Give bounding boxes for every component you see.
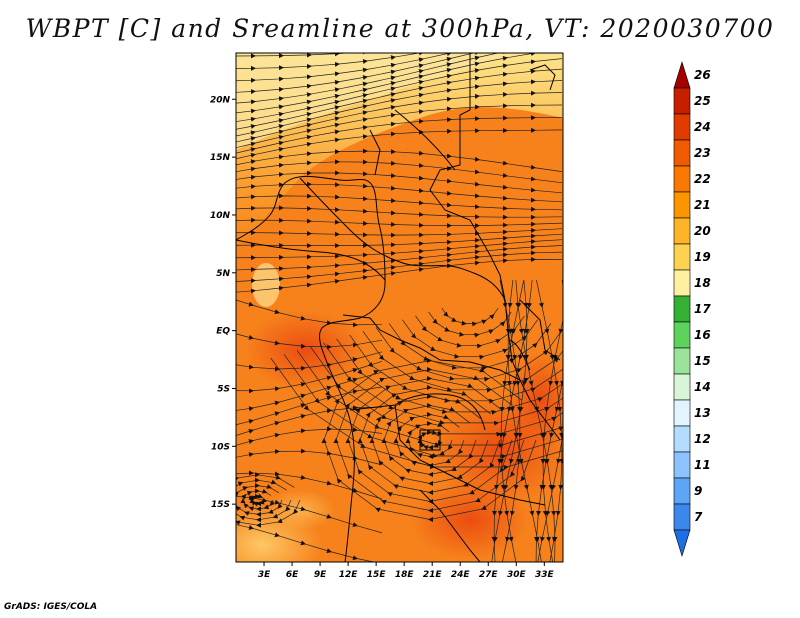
colorbar-swatch: [673, 113, 691, 141]
lon-tick-label: 9E: [314, 570, 327, 580]
colorbar-label: 26: [694, 68, 711, 82]
colorbar-swatch: [673, 425, 691, 453]
border-east: [519, 299, 561, 361]
colorbar-swatch: [673, 295, 691, 323]
wbpt-shading-cool-southwest-2: [265, 490, 335, 530]
colorbar-label: 19: [694, 250, 711, 264]
west-coastline: [236, 175, 386, 562]
streamline: [236, 217, 563, 229]
lat-tick-label: EQ: [216, 327, 230, 337]
lon-tick-label: 3E: [258, 570, 271, 580]
border-north-2: [394, 109, 456, 171]
colorbar-label: 25: [694, 94, 711, 108]
lon-tick-label: 24E: [451, 570, 471, 580]
lon-tick-label: 18E: [395, 570, 415, 580]
plot-frame: [235, 52, 564, 563]
map-plot-area: [236, 53, 563, 562]
colorbar-swatch: [673, 269, 691, 297]
border-north: [369, 129, 381, 176]
colorbar-label: 18: [694, 276, 711, 290]
chart-title: WBPT [C] and Sreamline at 300hPa, VT: 20…: [25, 14, 775, 43]
coastlines-and-borders: [236, 53, 561, 562]
lon-tick-label: 12E: [339, 570, 359, 580]
colorbar-swatch: [673, 373, 691, 401]
colorbar-label: 16: [694, 328, 711, 342]
lon-tick-label: 27E: [479, 570, 499, 580]
lat-tick-label: 15N: [210, 153, 231, 163]
grads-credit: GrADS: IGES/COLA: [4, 602, 98, 612]
latitude-axis: 20N 15N 10N 5N EQ 5S 10S 15S: [210, 95, 236, 510]
colorbar-swatch: [673, 191, 691, 219]
colorbar-label: 15: [694, 354, 711, 368]
colorbar-label: 22: [694, 172, 711, 186]
lon-tick-label: 33E: [535, 570, 555, 580]
lake-outline: [419, 429, 441, 451]
colorbar-label: 14: [694, 380, 711, 394]
colorbar-label: 12: [694, 432, 711, 446]
streamline: [236, 53, 536, 59]
border-sahel: [299, 177, 506, 301]
colorbar-label: 11: [694, 458, 711, 472]
coast-east-lake: [509, 339, 531, 371]
border-south-central: [349, 404, 546, 506]
streamline: [236, 333, 383, 350]
streamlines: [236, 53, 563, 562]
colorbar-label: 13: [694, 406, 711, 420]
colorbar-bottom-triangle: [673, 529, 691, 558]
lat-tick-label: 5S: [217, 384, 230, 394]
colorbar-label: 20: [694, 224, 711, 238]
lat-tick-label: 20N: [210, 95, 231, 105]
colorbar-swatch: [673, 139, 691, 167]
lat-tick-label: 10N: [210, 211, 231, 221]
border-northeast: [529, 64, 556, 91]
colorbar-label: 7: [694, 510, 703, 524]
colorbar-swatch: [673, 347, 691, 375]
colorbar-label: 24: [694, 120, 711, 134]
border-west-africa: [236, 239, 386, 281]
lon-tick-label: 30E: [507, 570, 527, 580]
colorbar-swatch: [673, 503, 691, 531]
border-lakes: [394, 393, 486, 431]
border-central: [342, 314, 521, 381]
lon-tick-label: 21E: [423, 570, 443, 580]
streamline: [236, 448, 383, 466]
lat-tick-label: 10S: [211, 442, 230, 452]
lat-tick-label: 15S: [211, 500, 230, 510]
lat-tick-label: 5N: [216, 269, 230, 279]
streamline: [236, 472, 301, 528]
colorbar: 26 25 24 23 22 21 20 19 18 17 16 15 14 13 12 11 9 7: [673, 60, 711, 558]
colorbar-swatch: [673, 217, 691, 245]
longitude-axis: 3E 6E 9E 12E 15E 18E 21E 24E 27E 30E 33E: [258, 562, 555, 580]
colorbar-label: 21: [694, 198, 711, 212]
colorbar-swatch: [673, 321, 691, 349]
colorbar-swatch: [673, 165, 691, 193]
colorbar-label: 17: [694, 302, 711, 316]
colorbar-swatch: [673, 87, 691, 115]
streamline: [236, 524, 376, 562]
colorbar-label: 23: [694, 146, 711, 160]
wbpt-shading-warm-west: [245, 310, 365, 390]
colorbar-swatch: [673, 477, 691, 505]
colorbar-label: 9: [694, 484, 702, 498]
streamline: [540, 302, 563, 562]
streamline: [236, 299, 383, 328]
border-line-east: [429, 53, 561, 441]
border-southeast: [419, 489, 481, 562]
colorbar-swatch: [673, 399, 691, 427]
colorbar-swatch: [673, 243, 691, 271]
colorbar-top-triangle: [673, 60, 691, 89]
streamline: [236, 205, 563, 220]
lon-tick-label: 6E: [286, 570, 299, 580]
streamline: [236, 426, 383, 446]
lon-tick-label: 15E: [367, 570, 387, 580]
streamline: [236, 256, 563, 294]
colorbar-swatch: [673, 451, 691, 479]
